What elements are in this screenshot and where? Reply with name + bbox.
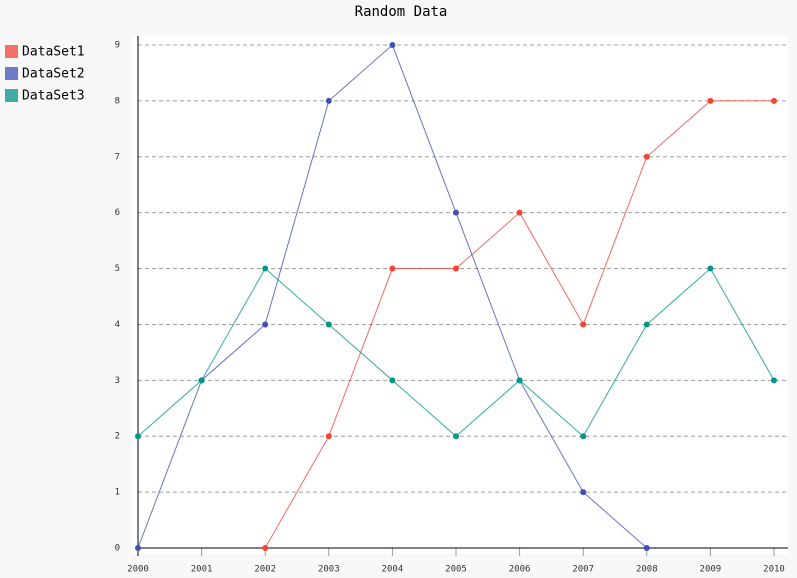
plot-area — [132, 36, 788, 554]
data-point — [453, 433, 459, 440]
data-point — [325, 321, 332, 328]
y-tick-label: 9 — [115, 41, 120, 51]
legend-swatch — [5, 45, 18, 58]
x-tick-label: 2002 — [254, 565, 276, 575]
data-point — [771, 97, 777, 104]
legend-label: DataSet2 — [22, 67, 85, 82]
data-point — [198, 377, 205, 384]
data-point — [453, 265, 459, 272]
legend-label: DataSet1 — [22, 45, 85, 60]
data-point — [135, 433, 141, 440]
x-tick-label: 2006 — [509, 565, 531, 575]
legend-swatch — [5, 67, 18, 80]
x-tick-label: 2003 — [318, 565, 340, 575]
data-point — [135, 545, 141, 551]
y-tick-label: 8 — [115, 96, 120, 106]
data-point — [389, 42, 396, 48]
data-point — [643, 545, 650, 551]
data-point — [262, 321, 269, 328]
data-point — [643, 321, 650, 328]
x-tick-label: 2004 — [382, 565, 404, 575]
data-point — [771, 377, 777, 384]
y-tick-label: 2 — [115, 432, 120, 442]
data-point — [262, 545, 269, 551]
data-point — [389, 265, 396, 272]
data-point — [325, 433, 332, 440]
y-tick-label: 0 — [115, 544, 120, 554]
data-point — [516, 209, 523, 216]
data-point — [516, 377, 523, 384]
data-point — [643, 153, 650, 160]
y-tick-label: 3 — [115, 376, 120, 386]
legend-label: DataSet3 — [22, 89, 85, 104]
x-tick-label: 2005 — [445, 565, 467, 575]
x-tick-label: 2009 — [700, 565, 722, 575]
x-tick-label: 2001 — [191, 565, 213, 575]
data-point — [580, 321, 587, 328]
data-point — [325, 97, 332, 104]
data-point — [453, 209, 459, 216]
chart-title: Random Data — [355, 4, 448, 20]
y-tick-label: 7 — [115, 152, 120, 162]
legend-swatch — [5, 89, 18, 102]
data-point — [707, 265, 714, 272]
y-tick-label: 6 — [115, 208, 120, 218]
data-point — [262, 265, 269, 272]
x-tick-label: 2000 — [127, 565, 149, 575]
x-tick-label: 2010 — [763, 565, 785, 575]
y-tick-label: 5 — [115, 264, 120, 274]
data-point — [580, 433, 587, 440]
x-tick-label: 2007 — [572, 565, 594, 575]
data-point — [707, 97, 714, 104]
data-point — [389, 377, 396, 384]
x-tick-label: 2008 — [636, 565, 658, 575]
data-point — [580, 489, 587, 496]
y-tick-label: 1 — [115, 488, 120, 498]
y-tick-label: 4 — [115, 320, 120, 330]
